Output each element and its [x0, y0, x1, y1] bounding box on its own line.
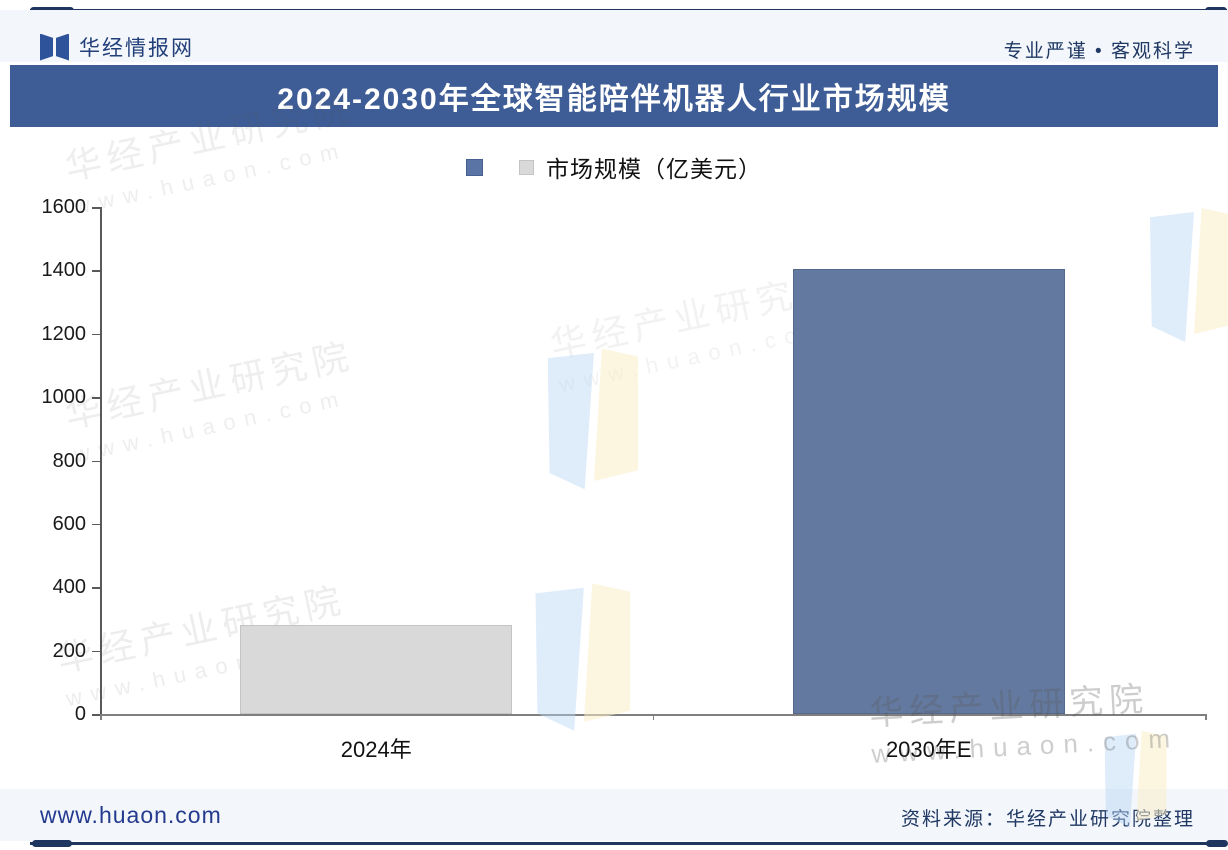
- watermark: 华经产业研究院 www.huaon.com: [61, 334, 358, 468]
- bar-2030年E: [792, 268, 1065, 714]
- x-axis-tick: [1205, 714, 1207, 720]
- huajing-watermark-chevron-icon: [547, 348, 643, 490]
- y-axis-tick-label: 0: [74, 703, 86, 725]
- chart-title: 2024-2030年全球智能陪伴机器人行业市场规模: [277, 83, 951, 116]
- y-axis-tick-label: 400: [52, 576, 86, 599]
- legend-swatch-gray: [519, 159, 534, 175]
- x-axis-tick: [100, 714, 102, 720]
- bottom-rule-right-cap: [1206, 840, 1228, 847]
- footer-website-link[interactable]: www.huaon.com: [40, 802, 222, 828]
- y-axis-tick-label: 1600: [41, 196, 87, 218]
- huajing-logo-icon: [40, 33, 69, 61]
- huajing-watermark-chevron-icon: [535, 583, 635, 731]
- legend-label: 市场规模（亿美元）: [546, 156, 762, 182]
- y-axis-tick-label: 1000: [41, 386, 87, 409]
- x-axis-line: [95, 714, 1205, 716]
- brand-logo[interactable]: 华经情报网: [40, 32, 194, 62]
- y-axis-tick: [92, 650, 100, 653]
- footer-source-note: 资料来源：华经产业研究院整理: [900, 809, 1195, 830]
- y-axis-tick: [92, 587, 100, 589]
- y-axis-tick-label: 1400: [41, 259, 87, 282]
- y-axis-tick: [92, 207, 100, 209]
- bottom-rule: [30, 842, 1227, 845]
- y-axis-tick: [92, 397, 100, 399]
- y-axis-line: [100, 207, 102, 714]
- y-axis-tick: [92, 460, 100, 463]
- legend-swatch-blue: [466, 158, 483, 176]
- x-axis-tick: [652, 714, 655, 720]
- x-axis-category-label: 2030年E: [885, 737, 972, 762]
- y-axis-tick: [92, 270, 100, 272]
- y-axis-tick-label: 1200: [41, 322, 87, 345]
- x-axis-category-label: 2024年: [340, 737, 412, 762]
- brand-name: 华经情报网: [79, 37, 194, 60]
- title-banner: 2024-2030年全球智能陪伴机器人行业市场规模: [10, 65, 1218, 127]
- y-axis-tick: [92, 523, 100, 526]
- header: 华经情报网 专业严谨 • 客观科学: [0, 10, 1228, 62]
- y-axis-tick: [92, 714, 100, 716]
- header-tagline: 专业严谨 • 客观科学: [1003, 41, 1195, 62]
- y-axis-tick-label: 200: [52, 639, 86, 662]
- chart-legend: 市场规模（亿美元）: [0, 150, 1228, 184]
- y-axis-tick-label: 600: [52, 512, 86, 535]
- huajing-watermark-chevron-icon: [1150, 208, 1228, 342]
- footer: [0, 789, 1228, 841]
- bar-2024年: [240, 625, 513, 714]
- y-axis-tick: [92, 333, 100, 336]
- y-axis-tick-label: 800: [52, 449, 86, 472]
- bottom-rule-left-cap: [32, 840, 72, 847]
